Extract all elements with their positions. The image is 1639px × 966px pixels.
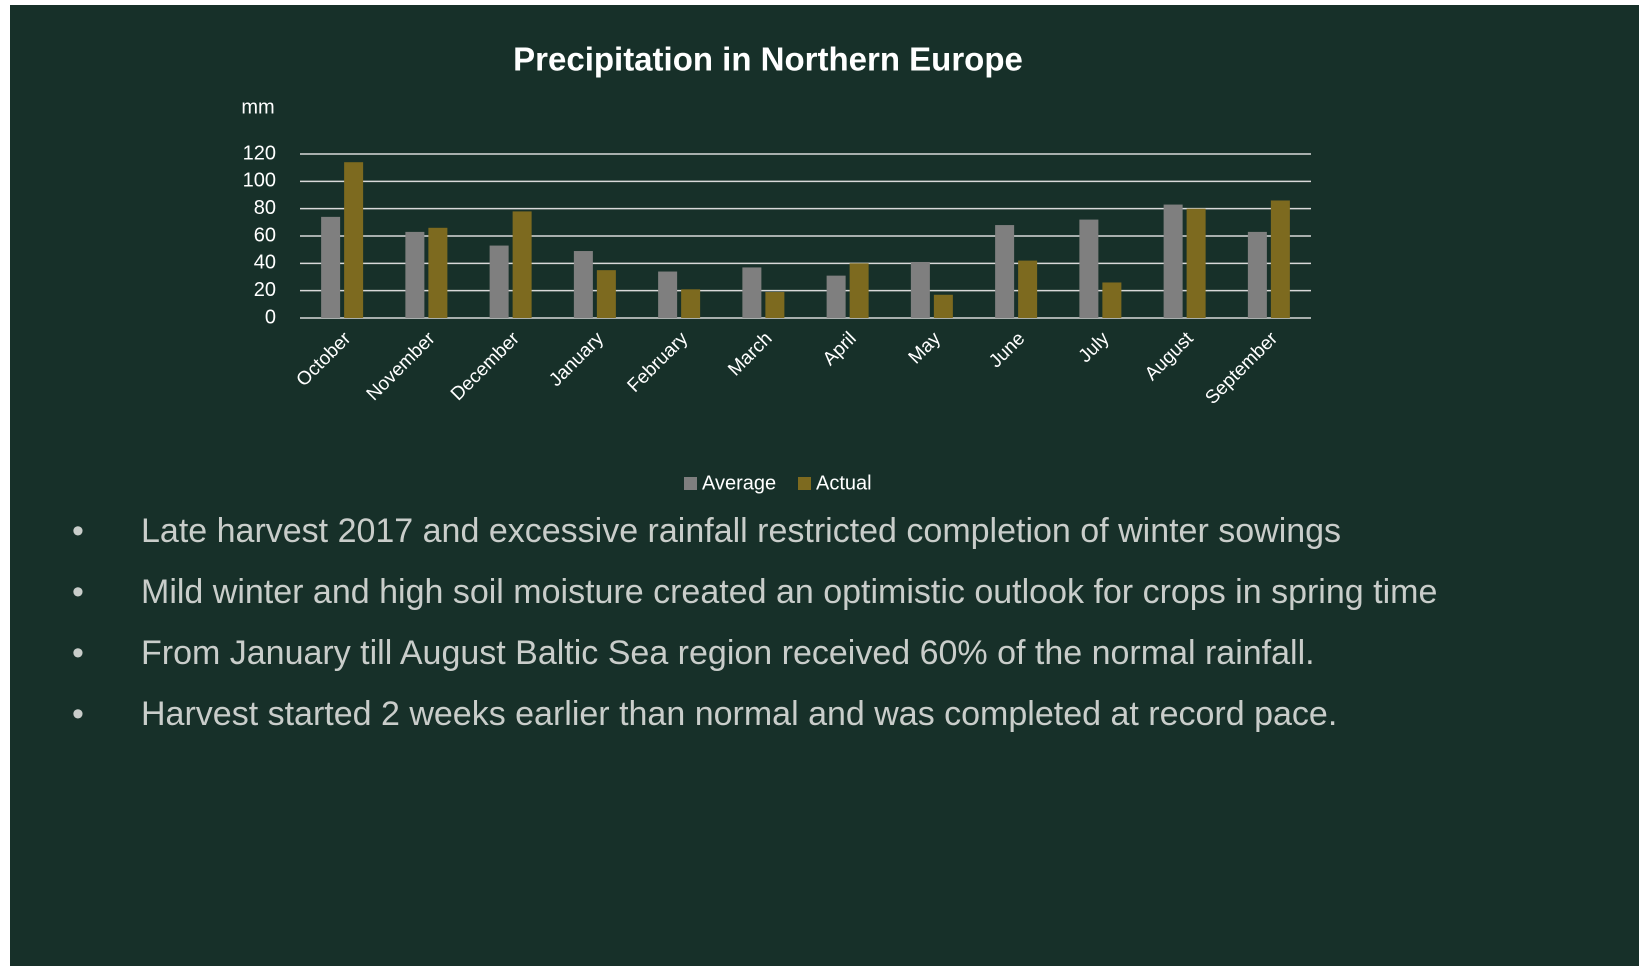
y-tick-label: 60 <box>254 224 276 246</box>
bar <box>658 271 678 318</box>
bar <box>1102 282 1122 318</box>
bar <box>849 263 869 318</box>
y-tick-label: 120 <box>243 142 276 164</box>
bar <box>573 251 593 318</box>
bar <box>742 267 762 318</box>
y-tick-label: 0 <box>265 306 276 328</box>
bar <box>910 261 930 318</box>
bar <box>1079 219 1099 318</box>
slide <box>10 5 1639 966</box>
x-tick-label: May <box>905 328 946 369</box>
y-tick-label: 40 <box>254 252 276 274</box>
x-tick-label: April <box>819 328 861 370</box>
chart: Precipitation in Northern Europe mm 0 20 4… <box>241 41 1311 494</box>
bar <box>344 162 364 318</box>
bar <box>1186 208 1206 318</box>
legend-label: Actual <box>816 472 872 494</box>
y-tick-label: 20 <box>254 279 276 301</box>
bar <box>596 270 616 318</box>
bullet-item: From January till August Baltic Sea regi… <box>70 630 1440 676</box>
bar <box>1247 231 1267 318</box>
bar <box>681 289 701 318</box>
x-tick-label: November <box>363 328 440 405</box>
bar <box>1163 204 1183 318</box>
bar <box>512 211 532 318</box>
bar <box>428 227 448 318</box>
bullet-item: Late harvest 2017 and excessive rainfall… <box>70 508 1440 554</box>
bar <box>489 245 509 318</box>
bullet-item: Harvest started 2 weeks earlier than nor… <box>70 691 1440 737</box>
bar <box>405 231 425 318</box>
bar <box>321 216 341 318</box>
bar <box>933 294 953 318</box>
y-tick-label: 100 <box>243 170 276 192</box>
x-tick-label: October <box>293 328 356 391</box>
x-tick-label: August <box>1141 328 1198 385</box>
bar <box>1270 200 1290 318</box>
chart-title: Precipitation in Northern Europe <box>513 41 1023 78</box>
bar <box>765 292 785 318</box>
bar <box>1018 260 1038 318</box>
bar <box>826 275 846 318</box>
bullet-list: Late harvest 2017 and excessive rainfall… <box>70 508 1440 752</box>
bar <box>995 225 1015 318</box>
x-tick-label: December <box>447 328 524 405</box>
x-tick-label: January <box>545 328 608 391</box>
y-axis-label: mm <box>241 96 274 118</box>
y-tick-label: 80 <box>254 197 276 219</box>
legend-swatch <box>684 477 697 490</box>
x-tick-label: February <box>624 328 693 397</box>
x-tick-label: March <box>724 328 776 380</box>
x-tick-label: September <box>1201 328 1282 409</box>
legend-label: Average <box>702 472 776 494</box>
legend-swatch <box>798 477 811 490</box>
x-tick-label: July <box>1075 328 1114 367</box>
x-tick-label: June <box>985 328 1029 372</box>
bullet-item: Mild winter and high soil moisture creat… <box>70 569 1440 615</box>
